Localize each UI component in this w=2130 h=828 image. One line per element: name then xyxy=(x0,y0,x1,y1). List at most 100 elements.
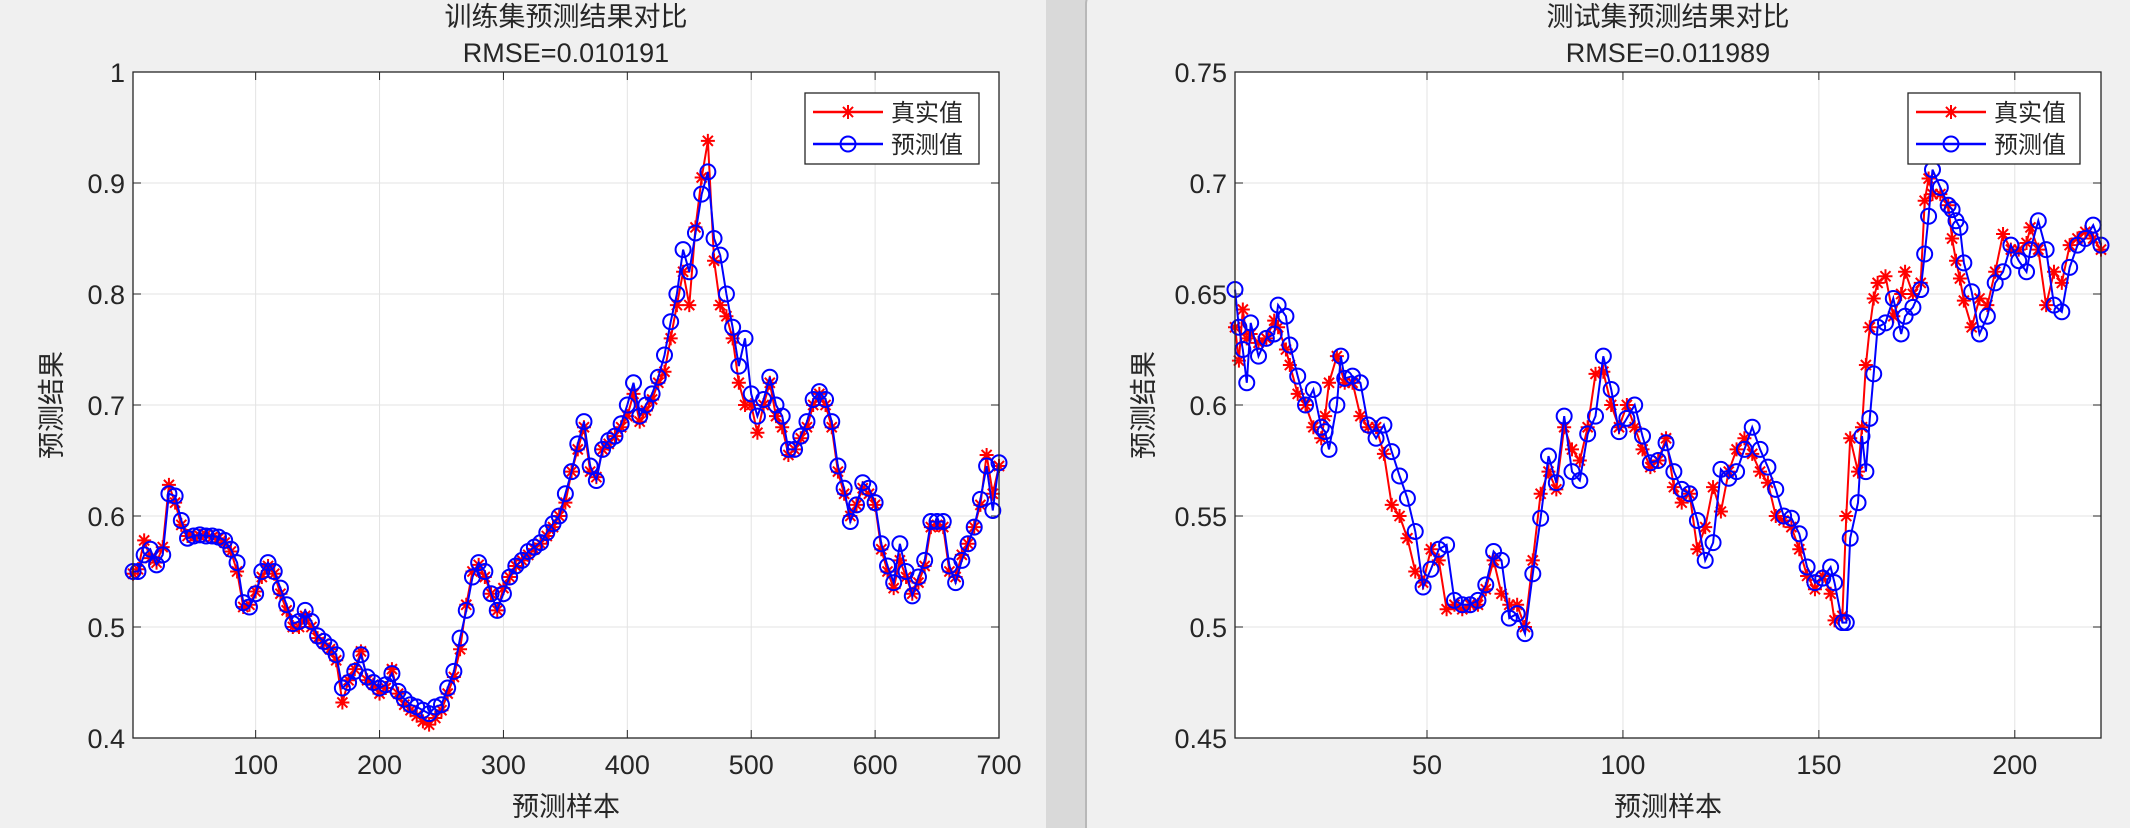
data-point-circle xyxy=(1822,558,1840,576)
data-point-star xyxy=(1494,586,1509,601)
data-point-star xyxy=(1690,542,1705,557)
data-point-circle xyxy=(1751,440,1769,458)
data-point-circle xyxy=(779,440,797,458)
data-point-circle xyxy=(488,601,506,619)
data-point-star xyxy=(279,603,294,618)
data-point-circle xyxy=(451,629,469,647)
data-point-star xyxy=(1439,602,1454,617)
data-point-circle xyxy=(302,612,320,630)
data-point-circle xyxy=(1469,591,1487,609)
data-point-circle xyxy=(358,668,376,686)
data-point-circle xyxy=(1849,494,1867,512)
data-point-circle xyxy=(2018,263,2036,281)
data-point-star xyxy=(397,697,412,712)
data-point-circle xyxy=(216,531,234,549)
data-point-star xyxy=(880,564,895,579)
data-point-star xyxy=(1925,187,1940,202)
data-point-star xyxy=(756,398,771,412)
data-point-star xyxy=(539,528,554,543)
data-point-circle xyxy=(686,224,704,242)
data-point-star xyxy=(273,586,288,601)
data-point-star xyxy=(230,564,245,579)
data-point-circle xyxy=(668,285,686,303)
data-point-circle xyxy=(717,285,735,303)
data-point-circle xyxy=(1892,325,1910,343)
data-point-circle xyxy=(1743,418,1761,436)
data-point-circle xyxy=(1242,314,1260,332)
data-point-star xyxy=(1792,542,1807,557)
data-point-star xyxy=(496,581,511,596)
data-point-circle xyxy=(1978,307,1996,325)
y-tick-label: 0.8 xyxy=(87,280,125,310)
chart-title: 训练集预测结果对比 xyxy=(445,2,688,32)
data-point-circle xyxy=(185,527,203,545)
x-tick-label: 100 xyxy=(233,750,278,780)
data-point-circle xyxy=(1814,569,1832,587)
data-point-circle xyxy=(1532,509,1550,527)
data-point-circle xyxy=(315,632,333,650)
data-point-circle xyxy=(271,579,289,597)
data-point-star xyxy=(1956,293,1971,308)
data-point-star xyxy=(1996,227,2011,242)
y-tick-label: 0.75 xyxy=(1174,58,1227,88)
data-point-star xyxy=(1596,364,1611,379)
data-point-star xyxy=(137,533,152,548)
data-point-star xyxy=(1267,313,1282,328)
x-tick-label: 500 xyxy=(729,750,774,780)
data-point-circle xyxy=(191,526,209,544)
data-point-circle xyxy=(761,368,779,386)
chart-train: 100 200 300 400 500 600 700 0.4 0.5 0.6 0.7 0.8 0.9 1… xyxy=(37,2,1022,822)
data-point-star xyxy=(818,398,833,412)
data-point-circle xyxy=(1516,625,1534,643)
y-tick-label: 0.55 xyxy=(1174,502,1227,532)
data-point-star xyxy=(446,669,461,684)
data-point-circle xyxy=(569,435,587,453)
data-point-circle xyxy=(1943,201,1961,219)
data-point-star xyxy=(2011,242,2026,257)
data-point-star xyxy=(1866,291,1881,306)
data-point-circle xyxy=(2053,303,2071,321)
data-point-circle xyxy=(538,524,556,542)
data-point-star xyxy=(1698,520,1713,535)
data-point-circle xyxy=(482,585,500,603)
x-tick-label: 300 xyxy=(481,750,526,780)
x-tick-label: 50 xyxy=(1412,750,1442,780)
data-point-star xyxy=(1384,497,1399,512)
data-point-star xyxy=(1251,335,1266,350)
data-point-star xyxy=(378,681,393,696)
data-point-circle xyxy=(1951,218,1969,236)
data-point-circle xyxy=(1963,283,1981,301)
data-point-star xyxy=(1952,271,1967,286)
data-point-star xyxy=(1917,193,1932,208)
data-point-star xyxy=(892,553,907,568)
data-point-circle xyxy=(507,557,525,575)
data-point-star xyxy=(1235,302,1250,317)
data-point-star xyxy=(1878,269,1893,284)
y-tick-label: 0.6 xyxy=(87,502,125,532)
data-point-circle xyxy=(854,474,872,492)
data-point-star xyxy=(1843,431,1858,446)
data-point-circle xyxy=(253,563,271,580)
data-point-circle xyxy=(748,407,766,425)
data-point-circle xyxy=(1492,551,1510,569)
data-point-circle xyxy=(309,627,327,645)
data-point-circle xyxy=(1602,380,1620,398)
data-point-circle xyxy=(1579,425,1597,443)
x-axis-label: 预测样本 xyxy=(1614,792,1722,822)
data-point-star xyxy=(713,298,728,313)
y-tick-label: 0.65 xyxy=(1174,280,1227,310)
data-point-circle xyxy=(432,696,450,714)
data-point-circle xyxy=(699,163,717,181)
legend-label: 真实值 xyxy=(1994,100,2066,127)
data-point-star xyxy=(465,564,480,579)
data-point-circle xyxy=(1876,314,1894,332)
data-point-circle xyxy=(792,427,810,445)
data-point-circle xyxy=(1767,480,1785,498)
y-tick-label: 0.4 xyxy=(87,724,125,754)
data-point-star xyxy=(1706,480,1721,495)
data-point-star xyxy=(1980,298,1995,313)
data-point-star xyxy=(174,517,189,532)
legend-box xyxy=(804,92,980,165)
data-point-circle xyxy=(1453,596,1471,614)
y-tick-label: 0.5 xyxy=(87,613,125,643)
